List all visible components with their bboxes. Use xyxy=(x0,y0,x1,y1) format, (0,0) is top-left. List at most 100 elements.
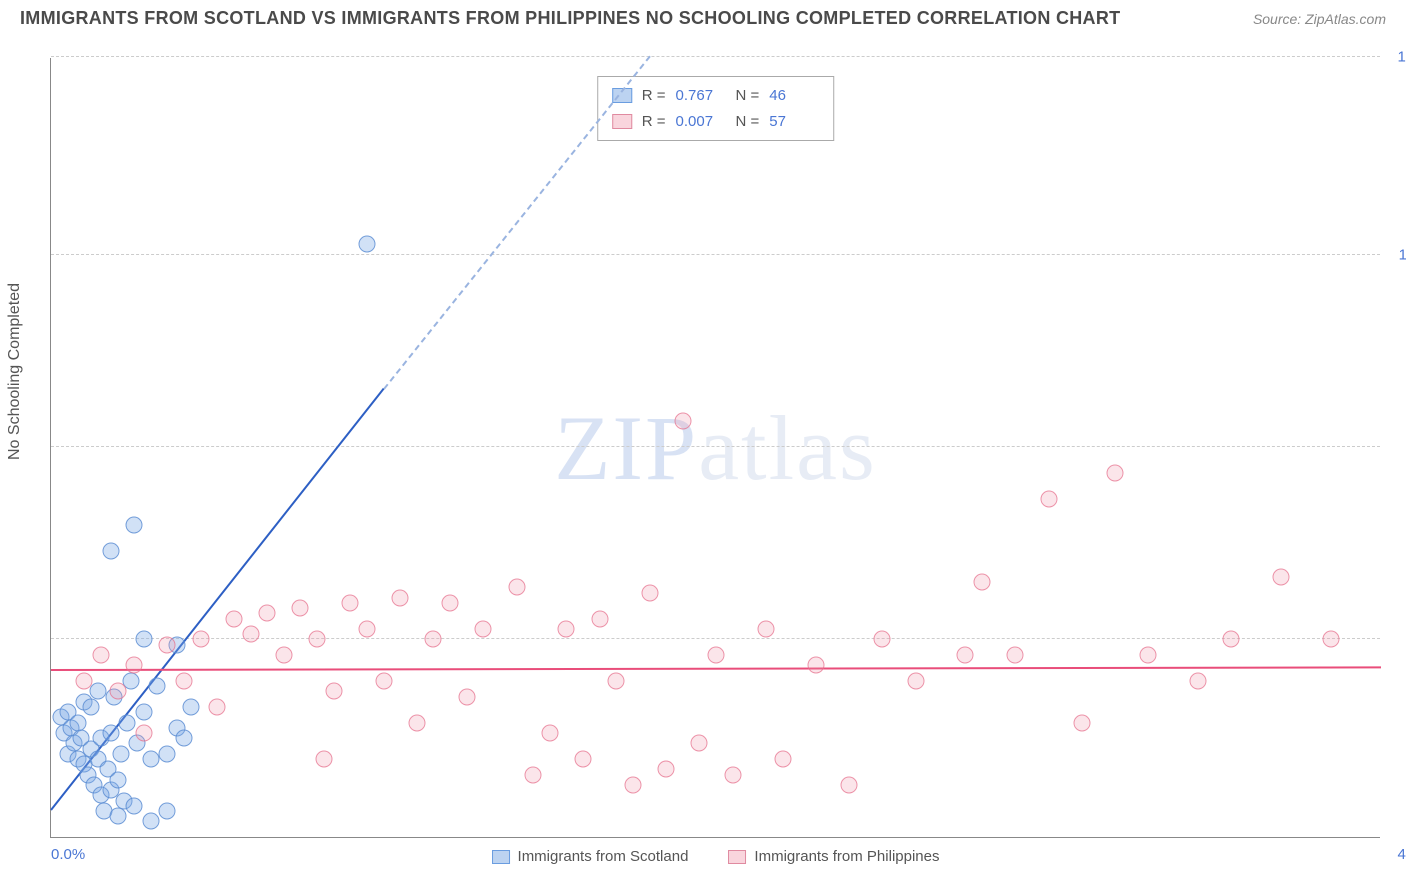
data-point xyxy=(608,673,625,690)
data-point xyxy=(558,621,575,638)
legend-stats-row: R =0.007N =57 xyxy=(612,109,820,135)
data-point xyxy=(182,699,199,716)
data-point xyxy=(641,584,658,601)
gridline xyxy=(51,56,1380,57)
legend-swatch xyxy=(728,850,746,864)
data-point xyxy=(841,777,858,794)
data-point xyxy=(1223,631,1240,648)
data-point xyxy=(1140,647,1157,664)
trend-line xyxy=(383,55,651,389)
data-point xyxy=(408,714,425,731)
trend-line xyxy=(50,388,384,810)
data-point xyxy=(292,600,309,617)
title-bar: IMMIGRANTS FROM SCOTLAND VS IMMIGRANTS F… xyxy=(0,0,1406,33)
data-point xyxy=(159,745,176,762)
legend-r-label: R = xyxy=(642,83,666,109)
legend-n-value: 57 xyxy=(769,109,819,135)
data-point xyxy=(442,595,459,612)
watermark: ZIPatlas xyxy=(554,395,877,501)
legend-n-label: N = xyxy=(736,83,760,109)
data-point xyxy=(126,517,143,534)
data-point xyxy=(1073,714,1090,731)
y-tick-label: 11.2% xyxy=(1399,246,1406,263)
data-point xyxy=(907,673,924,690)
legend-r-value: 0.007 xyxy=(676,109,726,135)
data-point xyxy=(149,678,166,695)
legend-n-value: 46 xyxy=(769,83,819,109)
data-point xyxy=(109,771,126,788)
data-point xyxy=(325,683,342,700)
data-point xyxy=(136,704,153,721)
x-tick-label: 0.0% xyxy=(51,846,85,863)
data-point xyxy=(375,673,392,690)
watermark-suffix: atlas xyxy=(698,397,877,499)
data-point xyxy=(242,626,259,643)
data-point xyxy=(525,766,542,783)
data-point xyxy=(82,699,99,716)
y-axis-label: No Schooling Completed xyxy=(6,283,24,460)
data-point xyxy=(209,699,226,716)
chart-title: IMMIGRANTS FROM SCOTLAND VS IMMIGRANTS F… xyxy=(20,8,1120,29)
data-point xyxy=(674,413,691,430)
legend-swatch xyxy=(612,114,632,129)
legend-swatch xyxy=(492,850,510,864)
data-point xyxy=(309,631,326,648)
data-point xyxy=(1273,569,1290,586)
data-point xyxy=(126,797,143,814)
data-point xyxy=(1040,491,1057,508)
data-point xyxy=(807,657,824,674)
data-point xyxy=(192,631,209,648)
data-point xyxy=(76,673,93,690)
data-point xyxy=(92,647,109,664)
data-point xyxy=(724,766,741,783)
data-point xyxy=(1107,465,1124,482)
data-point xyxy=(658,761,675,778)
data-point xyxy=(1007,647,1024,664)
legend-stats-row: R = 0.767 N = 46 xyxy=(612,83,820,109)
data-point xyxy=(142,751,159,768)
data-point xyxy=(109,808,126,825)
data-point xyxy=(102,725,119,742)
data-point xyxy=(126,657,143,674)
data-point xyxy=(112,745,129,762)
data-point xyxy=(541,725,558,742)
watermark-prefix: ZIP xyxy=(554,397,698,499)
data-point xyxy=(136,631,153,648)
legend-stats: R = 0.767 N = 46R = 0.007 N = 57 xyxy=(597,76,835,141)
gridline xyxy=(51,254,1380,255)
x-tick-label: 40.0% xyxy=(1397,846,1406,863)
data-point xyxy=(1190,673,1207,690)
data-point xyxy=(89,683,106,700)
data-point xyxy=(774,751,791,768)
data-point xyxy=(624,777,641,794)
source-attribution: Source: ZipAtlas.com xyxy=(1253,11,1386,27)
data-point xyxy=(358,621,375,638)
data-point xyxy=(974,574,991,591)
data-point xyxy=(109,683,126,700)
data-point xyxy=(475,621,492,638)
data-point xyxy=(874,631,891,648)
data-point xyxy=(691,735,708,752)
gridline xyxy=(51,446,1380,447)
data-point xyxy=(315,751,332,768)
legend-r-value: 0.767 xyxy=(676,83,726,109)
data-point xyxy=(757,621,774,638)
data-point xyxy=(575,751,592,768)
data-point xyxy=(591,610,608,627)
data-point xyxy=(102,543,119,560)
data-point xyxy=(358,236,375,253)
data-point xyxy=(176,730,193,747)
legend-item: Immigrants from Philippines xyxy=(728,848,939,865)
legend-label: Immigrants from Philippines xyxy=(754,848,939,865)
chart-container: No Schooling Completed ZIPatlas R = 0.767… xyxy=(0,40,1406,892)
data-point xyxy=(342,595,359,612)
data-point xyxy=(392,589,409,606)
legend-label: Immigrants from Scotland xyxy=(518,848,689,865)
data-point xyxy=(259,605,276,622)
data-point xyxy=(1323,631,1340,648)
data-point xyxy=(159,636,176,653)
legend-n-label: N = xyxy=(736,109,760,135)
data-point xyxy=(136,725,153,742)
data-point xyxy=(957,647,974,664)
data-point xyxy=(142,813,159,830)
